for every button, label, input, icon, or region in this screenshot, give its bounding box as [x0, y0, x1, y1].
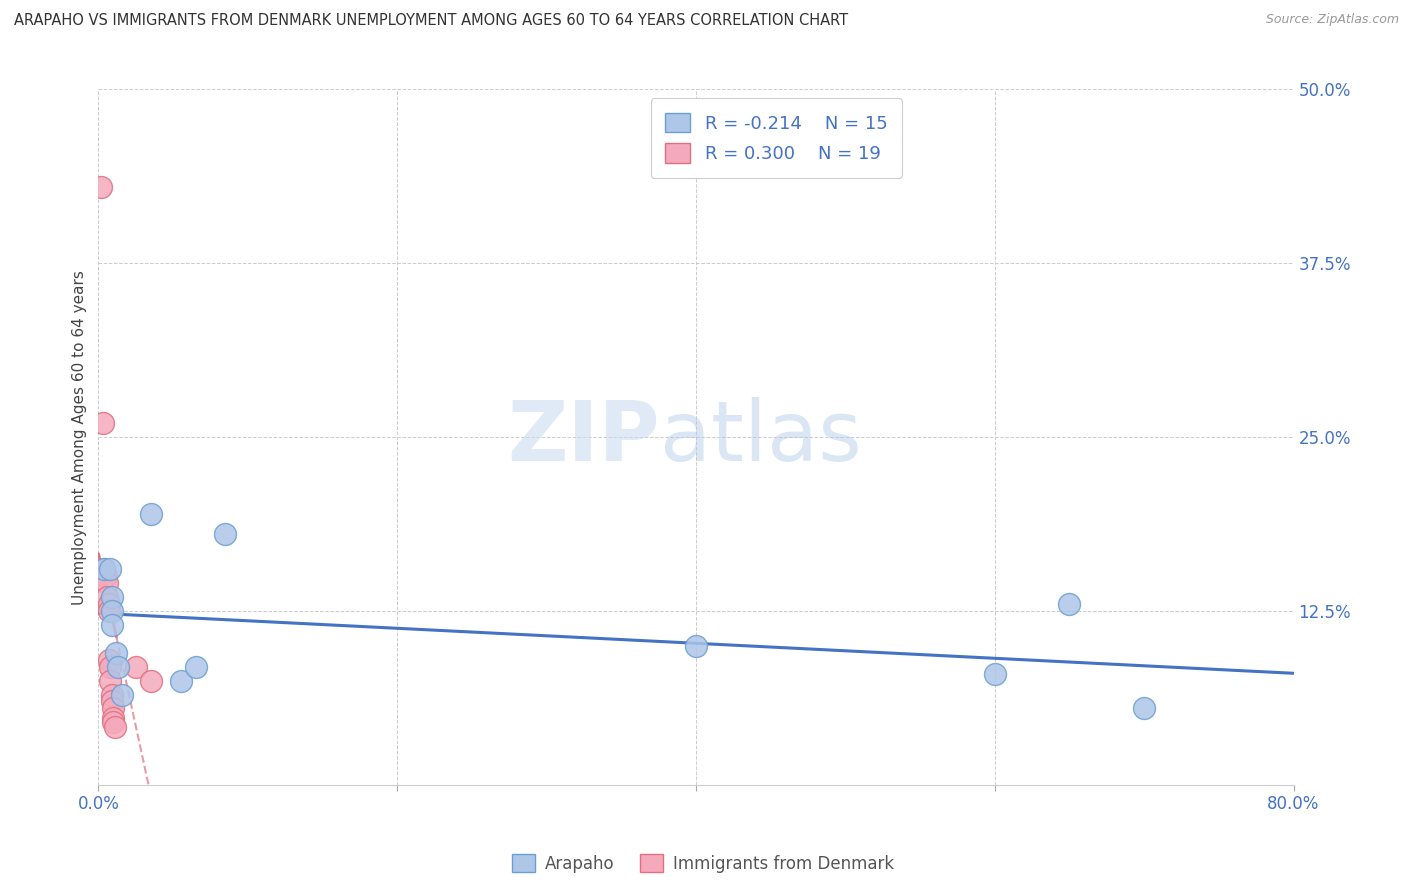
Point [105, 646, 128, 660]
Point [101, 604, 124, 618]
Point [101, 618, 124, 632]
Point [107, 659, 129, 673]
Point [1059, 597, 1081, 611]
Point [97, 597, 120, 611]
Text: ARAPAHO VS IMMIGRANTS FROM DENMARK UNEMPLOYMENT AMONG AGES 60 TO 64 YEARS CORREL: ARAPAHO VS IMMIGRANTS FROM DENMARK UNEMP… [14, 13, 848, 29]
Point [139, 673, 162, 688]
Point [101, 694, 124, 708]
Y-axis label: Unemployment Among Ages 60 to 64 years: Unemployment Among Ages 60 to 64 years [72, 269, 87, 605]
Point [97, 653, 120, 667]
Text: Source: ZipAtlas.com: Source: ZipAtlas.com [1265, 13, 1399, 27]
Point [125, 659, 148, 673]
Point [93, 562, 115, 576]
Point [139, 507, 162, 521]
Point [93, 562, 115, 576]
Point [1133, 701, 1156, 715]
Point [983, 666, 1005, 681]
Point [169, 673, 191, 688]
Point [111, 688, 134, 702]
Point [94, 569, 117, 583]
Point [214, 527, 236, 541]
Point [98, 659, 122, 673]
Point [98, 562, 122, 576]
Point [103, 701, 125, 715]
Point [101, 590, 124, 604]
Point [97, 604, 120, 618]
Point [685, 639, 707, 653]
Point [96, 590, 118, 604]
Point [104, 719, 127, 733]
Legend: R = -0.214    N = 15, R = 0.300    N = 19: R = -0.214 N = 15, R = 0.300 N = 19 [651, 98, 903, 178]
Point [90, 179, 112, 194]
Point [103, 715, 125, 730]
Point [91, 416, 114, 430]
Point [98, 673, 122, 688]
Point [96, 576, 118, 591]
Point [101, 688, 124, 702]
Point [103, 711, 125, 725]
Legend: Arapaho, Immigrants from Denmark: Arapaho, Immigrants from Denmark [505, 847, 901, 880]
Text: ZIP: ZIP [508, 397, 661, 477]
Text: atlas: atlas [661, 397, 862, 477]
Point [184, 659, 207, 673]
